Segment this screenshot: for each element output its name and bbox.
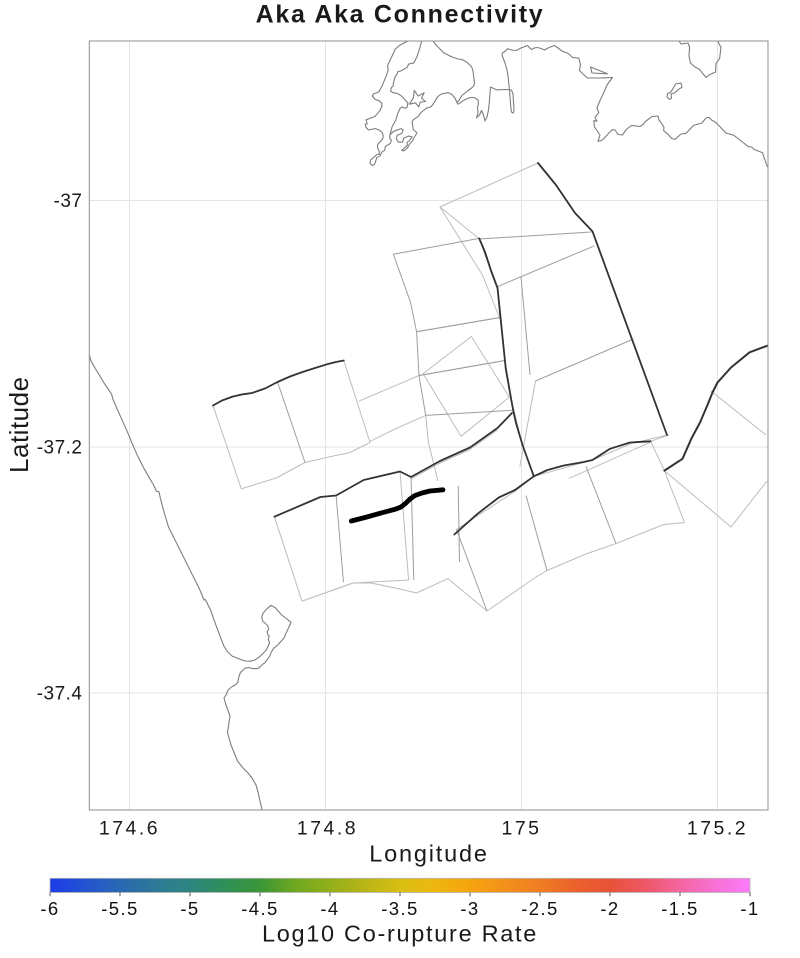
- svg-text:-5: -5: [180, 898, 199, 919]
- svg-text:-37.2: -37.2: [37, 438, 83, 459]
- svg-text:-1.5: -1.5: [661, 898, 698, 919]
- svg-text:-3.5: -3.5: [381, 898, 418, 919]
- svg-text:-37: -37: [54, 191, 83, 212]
- svg-text:Latitude: Latitude: [4, 376, 34, 473]
- svg-text:-37.4: -37.4: [37, 684, 83, 705]
- svg-text:175: 175: [501, 818, 541, 840]
- svg-text:-2: -2: [600, 898, 619, 919]
- svg-text:-6: -6: [40, 898, 59, 919]
- svg-text:-2.5: -2.5: [521, 898, 558, 919]
- svg-text:174.8: 174.8: [297, 818, 358, 840]
- svg-text:-3: -3: [460, 898, 479, 919]
- svg-text:Log10 Co-rupture Rate: Log10 Co-rupture Rate: [262, 921, 538, 947]
- svg-text:-1: -1: [740, 898, 759, 919]
- svg-text:174.6: 174.6: [99, 818, 160, 840]
- svg-text:-4.5: -4.5: [241, 898, 278, 919]
- svg-text:-5.5: -5.5: [101, 898, 138, 919]
- svg-text:175.2: 175.2: [687, 818, 748, 840]
- svg-text:-4: -4: [320, 898, 339, 919]
- svg-text:Longitude: Longitude: [369, 841, 488, 867]
- svg-text:Aka Aka Connectivity: Aka Aka Connectivity: [256, 1, 545, 29]
